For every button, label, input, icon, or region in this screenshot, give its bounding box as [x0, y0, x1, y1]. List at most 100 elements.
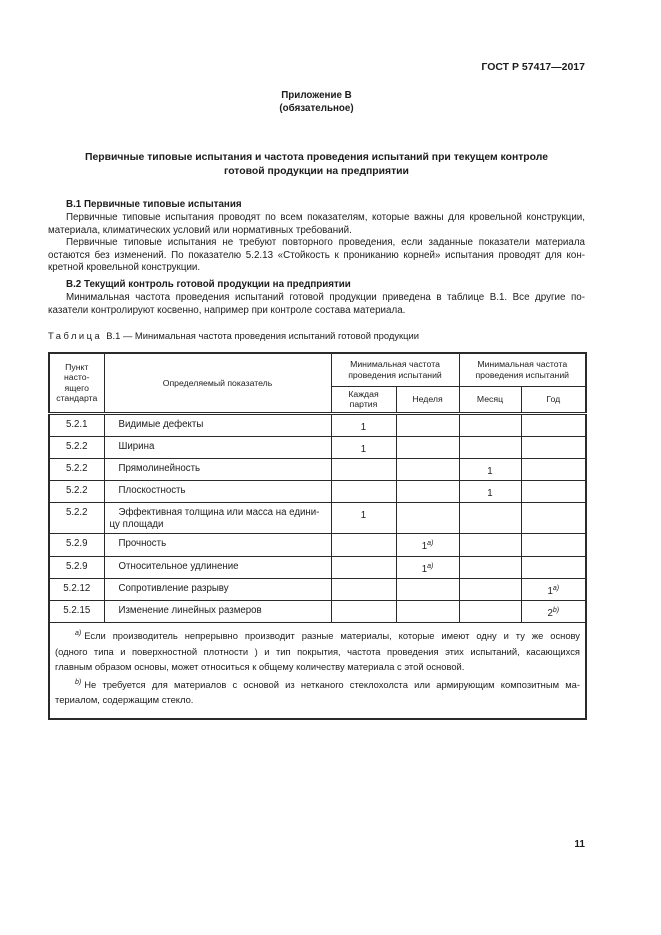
footnote-ref: a): [427, 540, 434, 548]
doc-number: ГОСТ Р 57417—2017: [481, 61, 585, 73]
year-cell: [520, 555, 587, 579]
indicator-cell: Эффективная толщина или масса на едини- …: [103, 502, 332, 535]
indicator-cell: Ширина: [103, 435, 332, 459]
table-header-row: Пункт насто- ящего стандарта Определяемы…: [48, 352, 587, 415]
year-cell: [520, 412, 587, 437]
footnote-line: териалом, содержащим стекло.: [55, 694, 194, 706]
table-row: 5.2.2 Прямолинейность 1: [48, 457, 587, 482]
year-cell: 1a): [520, 577, 587, 602]
caption-label: Таблица: [48, 330, 103, 341]
table-row: 5.2.1 Видимые дефекты 1: [48, 412, 587, 437]
week-cell: [395, 480, 460, 504]
footnote-ref: a): [427, 562, 434, 570]
week-cell: 1a): [395, 555, 460, 579]
paragraph: Минимальная частота проведения испытаний…: [48, 292, 585, 317]
paragraph-line: Первичные типовые испытания не требуют п…: [66, 237, 585, 248]
table-row: 5.2.2 Ширина 1: [48, 435, 587, 459]
batch-cell: [330, 480, 397, 504]
table-subheader-row: Каждая партия Неделя Месяц Год: [49, 385, 587, 415]
frequency-value: 1: [487, 466, 493, 478]
week-cell: [395, 412, 460, 437]
title-line: Первичные типовые испытания и частота пр…: [85, 152, 548, 163]
week-cell: 1a): [395, 533, 460, 557]
frequency-value: 1: [360, 510, 367, 522]
footnotes-cell: a) Если производитель непрерывно производ…: [48, 622, 587, 720]
month-cell: [458, 412, 522, 437]
col-group-frequency-right: Минимальная частота проведения испытаний: [458, 352, 587, 387]
clause-cell: 5.2.12: [48, 577, 105, 602]
clause-cell: 5.2.9: [48, 533, 105, 557]
footnote-a: a) Если производитель непрерывно производ…: [55, 626, 580, 674]
indicator-cell: Прочность: [103, 533, 332, 557]
batch-cell: [330, 600, 397, 624]
clause-cell: 5.2.9: [48, 555, 105, 579]
footnote-line: a) Если производитель непрерывно производ…: [55, 626, 580, 644]
footnote-b: b) Не требуется для материалов с основой …: [55, 675, 580, 708]
month-cell: [458, 555, 522, 579]
indicator-cell: Относительное удлинение: [103, 555, 332, 579]
footnote-line: b) Не требуется для материалов с основой …: [55, 675, 580, 693]
col-header-month: Месяц: [458, 385, 522, 415]
section-b1-heading: В.1 Первичные типовые испытания: [66, 199, 242, 210]
year-cell: [520, 480, 587, 504]
week-cell: [395, 577, 460, 602]
clause-cell: 5.2.2: [48, 502, 105, 535]
month-cell: [458, 577, 522, 602]
footnote-line: главным образом основы, может относиться…: [55, 661, 465, 673]
batch-cell: 1: [330, 435, 397, 459]
clause-cell: 5.2.2: [48, 480, 105, 504]
col-header-batch: Каждая партия: [330, 385, 397, 415]
col-header-year: Год: [520, 385, 587, 415]
week-cell: [395, 435, 460, 459]
month-cell: 1: [458, 457, 522, 482]
indicator-cell: Сопротивление разрыву: [103, 577, 332, 602]
frequency-value: 1: [421, 541, 428, 553]
frequency-value: 1: [360, 443, 367, 455]
test-frequency-table: Пункт насто- ящего стандарта Определяемы…: [48, 352, 587, 720]
table-row: 5.2.12 Сопротивление разрыву 1a): [48, 577, 587, 602]
paragraph-line: материала, климатических условий или нор…: [48, 224, 352, 236]
year-cell: [520, 502, 587, 535]
frequency-value: 2: [547, 608, 553, 620]
col-group-frequency-left: Минимальная частота проведения испытаний: [330, 352, 460, 387]
batch-cell: 1: [330, 502, 397, 535]
paragraph-line: кретной кровельной конструкции.: [48, 262, 201, 274]
clause-cell: 5.2.15: [48, 600, 105, 624]
annex-label: Приложение В: [281, 90, 352, 101]
footnote-ref: a): [552, 584, 560, 592]
week-cell: [395, 502, 460, 535]
month-cell: [458, 435, 522, 459]
footnote-marker: b): [75, 678, 82, 686]
batch-cell: [330, 533, 397, 557]
footnote-text: Не требуется для материалов с основой из…: [84, 678, 580, 690]
paragraph: Первичные типовые испытания проводят по …: [48, 212, 585, 237]
indicator-cell: Видимые дефекты: [103, 412, 332, 437]
paragraph: Первичные типовые испытания не требуют п…: [48, 237, 585, 275]
year-cell: [520, 533, 587, 557]
table-footnotes-row: a) Если производитель непрерывно производ…: [48, 622, 587, 720]
month-cell: [458, 600, 522, 624]
title-line: готовой продукции на предприятии: [224, 166, 409, 177]
batch-cell: [330, 555, 397, 579]
batch-cell: [330, 457, 397, 482]
frequency-value: 1: [360, 421, 367, 433]
batch-cell: 1: [330, 412, 397, 437]
year-cell: [520, 435, 587, 459]
table-row: 5.2.9 Относительное удлинение 1a): [48, 555, 587, 579]
month-cell: [458, 533, 522, 557]
year-cell: 2b): [520, 600, 587, 624]
clause-cell: 5.2.1: [48, 412, 105, 437]
batch-cell: [330, 577, 397, 602]
page-number: 11: [574, 839, 585, 850]
week-cell: [395, 600, 460, 624]
year-cell: [520, 457, 587, 482]
annex-type: (обязательное): [279, 103, 354, 114]
frequency-value: 1: [487, 488, 493, 500]
col-header-clause: Пункт насто- ящего стандарта: [48, 352, 105, 415]
col-header-week: Неделя: [395, 385, 460, 415]
clause-cell: 5.2.2: [48, 457, 105, 482]
paragraph-line: Минимальная частота проведения испытаний…: [66, 292, 585, 303]
footnote-ref: b): [552, 607, 560, 615]
annex-heading: Приложение В (обязательное): [48, 89, 585, 115]
